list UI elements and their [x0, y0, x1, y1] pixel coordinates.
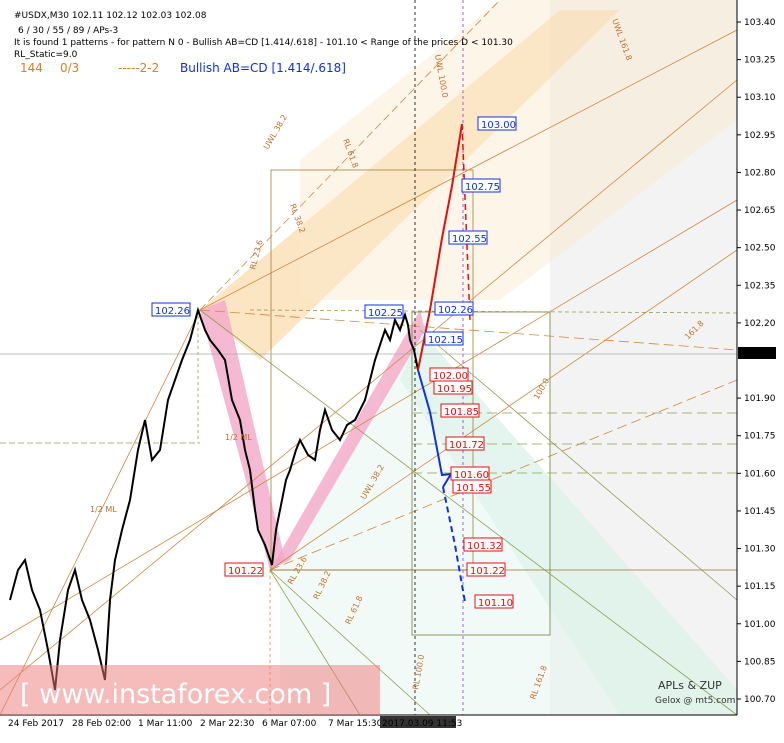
code: -----2-2 — [118, 61, 159, 75]
level-box — [461, 178, 501, 193]
current-price-box — [738, 346, 776, 359]
level-label: 102.26 — [155, 306, 190, 317]
level-box — [445, 436, 485, 451]
level-box — [463, 537, 503, 552]
level-box — [477, 116, 517, 131]
price-label: 102.20 — [744, 319, 776, 329]
price-label: 101.30 — [744, 545, 776, 555]
time-label: 28 Feb 02:00 — [72, 719, 131, 729]
box — [411, 311, 551, 636]
price-label: 102.35 — [744, 281, 776, 291]
time-label: 7 Mar 15:30 — [328, 719, 383, 729]
price-axis-bg — [737, 0, 784, 739]
level-label: 102.00 — [433, 371, 468, 382]
level-label: 103.00 — [481, 120, 516, 131]
level-box — [474, 594, 514, 609]
level-label: 101.60 — [454, 470, 489, 481]
time-label: 2017.03.09 11:53 — [382, 719, 462, 729]
level-box — [224, 562, 264, 577]
time-cursor-bg — [380, 716, 456, 728]
time-label: 1 Mar 11:00 — [138, 719, 193, 729]
price-label: 101.90 — [744, 394, 776, 404]
params: 6 / 30 / 55 / 89 / APs-3 — [18, 26, 118, 36]
projection-up — [417, 123, 463, 371]
level-label: 102.25 — [368, 308, 403, 319]
watermark: [ www.instaforex.com ] — [20, 679, 331, 710]
price-label: 103.25 — [744, 56, 776, 66]
level-label: 102.55 — [452, 234, 487, 245]
level-label: 101.85 — [444, 407, 479, 418]
level-box — [151, 302, 191, 317]
price-label: 100.70 — [744, 695, 776, 705]
level-label: 101.55 — [456, 483, 491, 494]
level-label: 101.32 — [467, 541, 502, 552]
price-label: 100.85 — [744, 657, 776, 667]
price-label: 101.00 — [744, 620, 776, 630]
price-label: 102.65 — [744, 206, 776, 216]
price-label: 101.15 — [744, 582, 776, 592]
ratio: 0/3 — [60, 61, 79, 75]
price-label: 101.45 — [744, 507, 776, 517]
pink-wedge — [270, 310, 425, 570]
price-label: 102.95 — [744, 131, 776, 141]
current-price: 102.08 — [741, 349, 773, 359]
watermark-bg — [0, 665, 380, 715]
line-label: 1/2 ML — [225, 433, 252, 442]
projection-down — [417, 369, 453, 488]
static: RL_Static=9.0 — [14, 50, 78, 60]
level-box — [424, 331, 464, 346]
time-label: 24 Feb 2017 — [8, 719, 64, 729]
level-box — [466, 562, 506, 577]
symbol-line: #USDX,M30 102.11 102.12 102.03 102.08 — [14, 11, 207, 21]
green-fill — [280, 330, 737, 715]
level-box — [364, 304, 404, 319]
level-box — [434, 301, 474, 316]
level-label: 101.10 — [478, 598, 513, 609]
price-label: 102.80 — [744, 168, 776, 178]
projection-up — [461, 123, 471, 321]
orange-fill — [300, 0, 737, 300]
level-label: 101.22 — [470, 566, 505, 577]
price-label: 103.40 — [744, 18, 776, 28]
price-label: 103.10 — [744, 93, 776, 103]
pattern-info: It is found 1 patterns - for pattern N 0… — [14, 38, 513, 48]
level-label: 102.15 — [428, 335, 463, 346]
price-label: 101.60 — [744, 469, 776, 479]
line-label: 1/2 ML — [90, 505, 117, 514]
level-label: 101.95 — [437, 384, 472, 395]
level-box — [448, 230, 488, 245]
level-box — [452, 479, 492, 494]
time-label: 6 Mar 07:00 — [262, 719, 317, 729]
credit: APLs & ZUP — [658, 679, 722, 692]
level-label: 102.26 — [438, 305, 473, 316]
price-label: 101.75 — [744, 432, 776, 442]
orange-channel — [200, 10, 620, 360]
level-box — [440, 403, 480, 418]
time-label: 2 Mar 22:30 — [200, 719, 255, 729]
credit: Gelox @ mt5.com — [655, 696, 735, 706]
price-label: 102.50 — [744, 244, 776, 254]
level-label: 101.22 — [228, 566, 263, 577]
level-label: 102.75 — [465, 182, 500, 193]
price-sketch — [9, 306, 419, 691]
level-box — [433, 380, 473, 395]
count: 144 — [20, 61, 43, 75]
level-label: 101.72 — [449, 440, 484, 451]
pattern-name: Bullish AB=CD [1.414/.618] — [180, 61, 346, 75]
